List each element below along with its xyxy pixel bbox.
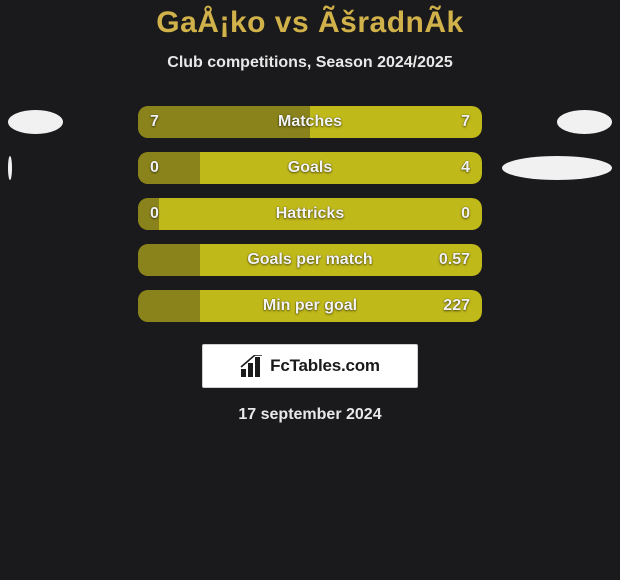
stat-bar: 77Matches xyxy=(138,106,482,138)
branding-text: FcTables.com xyxy=(270,356,380,376)
ellipse-left xyxy=(8,110,63,134)
stat-rows: 77Matches04Goals00Hattricks0.57Goals per… xyxy=(0,106,620,322)
stat-bar: 0.57Goals per match xyxy=(138,244,482,276)
comparison-card: GaÅ¡ko vs ÃšradnÃ­k Club competitions, S… xyxy=(0,0,620,424)
bar-left-fill xyxy=(138,106,310,138)
stat-value-left: 7 xyxy=(150,106,159,138)
bar-left-fill xyxy=(138,244,200,276)
ellipse-right xyxy=(502,156,612,180)
date-text: 17 september 2024 xyxy=(0,406,620,424)
stat-row: 04Goals xyxy=(0,152,620,184)
stat-row: 0.57Goals per match xyxy=(0,244,620,276)
page-title: GaÅ¡ko vs ÃšradnÃ­k xyxy=(0,6,620,40)
stat-value-right: 227 xyxy=(443,290,470,322)
stat-value-right: 0.57 xyxy=(439,244,470,276)
stat-row: 227Min per goal xyxy=(0,290,620,322)
bar-left-fill xyxy=(138,152,200,184)
stat-row: 77Matches xyxy=(0,106,620,138)
stat-value-right: 0 xyxy=(461,198,470,230)
stat-value-left: 0 xyxy=(150,198,159,230)
branding-link[interactable]: FcTables.com xyxy=(202,344,418,388)
stat-row: 00Hattricks xyxy=(0,198,620,230)
stat-value-left: 0 xyxy=(150,152,159,184)
stat-bar: 227Min per goal xyxy=(138,290,482,322)
ellipse-left xyxy=(8,156,12,180)
stat-bar: 00Hattricks xyxy=(138,198,482,230)
stat-value-right: 4 xyxy=(461,152,470,184)
ellipse-right xyxy=(557,110,612,134)
subtitle: Club competitions, Season 2024/2025 xyxy=(0,54,620,72)
bar-right-fill xyxy=(138,198,482,230)
stat-value-right: 7 xyxy=(461,106,470,138)
stat-bar: 04Goals xyxy=(138,152,482,184)
bars-icon xyxy=(240,355,266,377)
bar-left-fill xyxy=(138,290,200,322)
